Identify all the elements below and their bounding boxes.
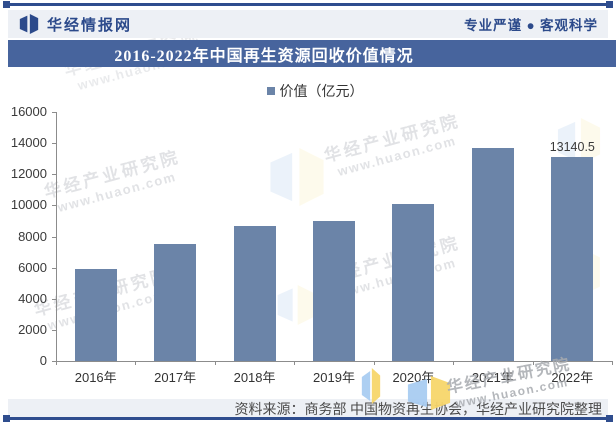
bar-2017年 [154,243,197,361]
watermark-logo-icon [406,376,452,410]
y-axis-label: 16000 [10,104,47,119]
bottom-divider-line [3,415,613,422]
y-axis-label: 10000 [10,197,47,213]
data-label: 13140.5 [549,139,595,154]
top-divider-line [3,1,613,8]
line-end-square [606,1,613,8]
header-slogan: 专业严谨 ● 客观科学 [464,18,598,33]
x-axis-label: 2018年 [233,370,276,385]
legend-swatch-icon [266,87,275,95]
source-note: 资料来源：商务部 中国物资再生协会，华经产业研究院整理 [234,402,603,418]
chart-title: 2016-2022年中国再生资源回收价值情况 [114,47,414,65]
title-banner: 2016-2022年中国再生资源回收价值情况 [8,40,616,67]
legend: 价值（亿元） [0,83,616,100]
y-axis-label: 12000 [10,166,47,182]
bar-2021年 [471,147,514,361]
y-axis-label: 14000 [10,135,47,151]
x-axis-tick [453,361,455,365]
x-axis-label: 2016年 [74,370,117,385]
x-axis-tick [294,361,296,365]
y-axis-tick [52,143,56,145]
bar-2016年 [74,269,117,361]
line-end-square [606,415,613,422]
line-end-square [3,415,10,422]
watermark-logo-icon [268,140,326,214]
legend-label: 价值（亿元） [279,85,364,100]
x-axis-tick [135,361,137,365]
x-axis-tick [373,361,375,365]
brand: 华经情报网 [18,14,132,35]
x-axis-tick [214,361,216,365]
x-axis-tick [56,361,57,365]
y-axis-tick [52,112,56,113]
x-axis-tick [532,361,534,365]
y-axis-tick [52,298,56,300]
x-axis-tick [612,361,613,365]
y-axis-label: 2000 [18,321,47,337]
y-axis-tick [52,361,56,362]
watermark-logo-icon [361,368,381,404]
y-axis-label: 8000 [18,228,47,244]
y-axis-line [56,112,57,362]
bar-2019年 [313,220,355,361]
x-axis-label: 2019年 [313,370,355,385]
y-axis-tick [52,205,56,207]
bar-2022年 [551,156,594,361]
bar-2018年 [233,225,276,361]
x-axis-label: 2022年 [551,370,594,385]
y-axis-label: 4000 [18,290,47,306]
watermark-logo-icon [276,276,316,334]
y-axis-tick [52,329,56,331]
watermark-logo-icon [556,112,602,170]
x-axis-line [56,361,612,362]
y-axis-tick [52,236,56,238]
brand-name: 华经情报网 [47,17,133,34]
header-bar: 华经情报网 专业严谨 ● 客观科学 [8,10,608,38]
y-axis-label: 6000 [18,259,47,275]
x-axis-label: 2017年 [154,370,197,385]
footer-bar: 资料来源：商务部 中国物资再生协会，华经产业研究院整理 [8,399,608,418]
bar-2020年 [392,203,435,361]
y-axis-tick [52,267,56,269]
x-axis-label: 2021年 [471,370,514,385]
huajing-logo-icon [18,14,40,34]
y-axis-tick [52,174,56,176]
line-end-square [3,1,10,8]
y-axis-label: 0 [39,353,47,368]
